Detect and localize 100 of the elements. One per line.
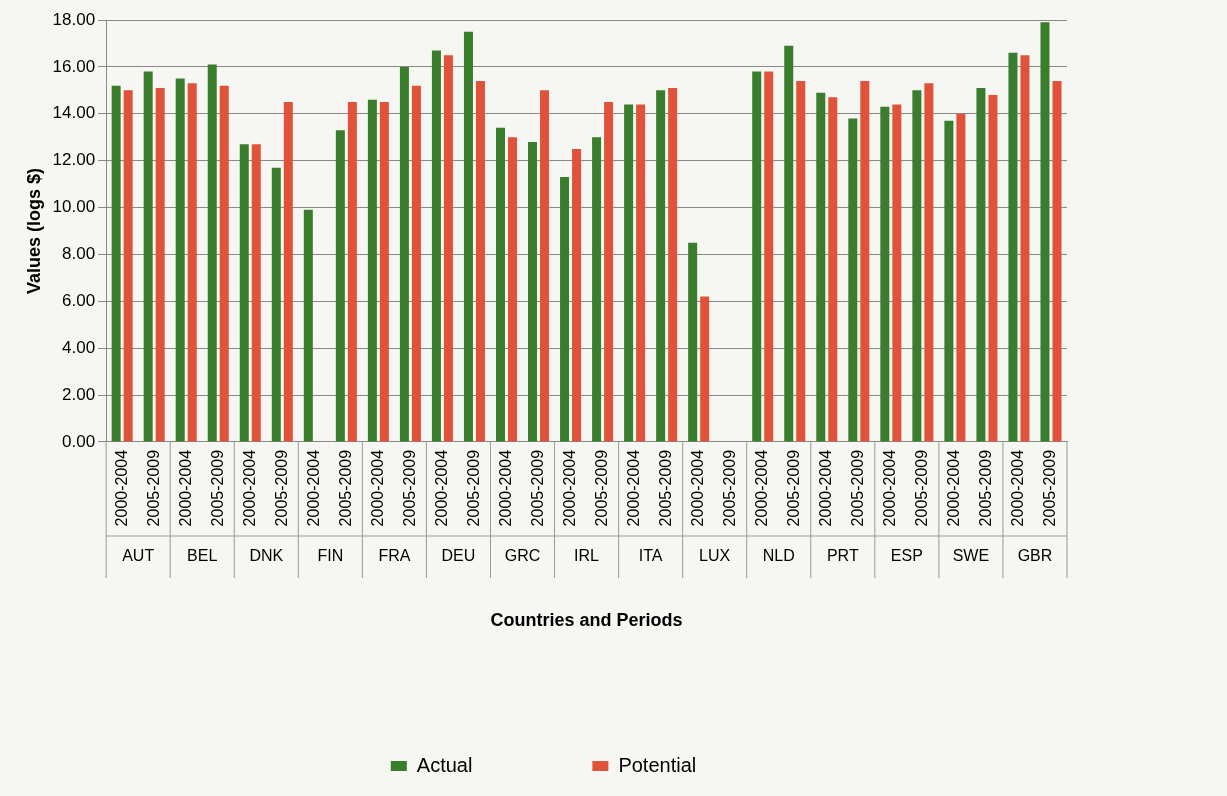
x-tick-label: 2005-2009 <box>272 449 290 527</box>
bar <box>796 80 806 442</box>
x-tick-label: 2000-2004 <box>368 449 386 527</box>
bar <box>239 144 249 442</box>
x-tick-label: 2000-2004 <box>560 449 578 527</box>
bar <box>624 104 634 442</box>
bar <box>187 83 197 442</box>
bar <box>988 95 998 442</box>
bar <box>1020 55 1030 442</box>
x-tick-label: 2000-2004 <box>689 449 707 527</box>
y-tick-label: 16.00 <box>52 56 96 76</box>
text: GRC <box>504 547 541 565</box>
bar <box>495 127 505 442</box>
x-tick-label: 2005-2009 <box>785 449 803 527</box>
bar <box>572 148 582 442</box>
bar <box>335 130 345 442</box>
text: DNK <box>249 547 284 565</box>
y-tick-label: 2.00 <box>62 384 96 404</box>
bar <box>123 90 133 442</box>
text: FRA <box>378 547 411 565</box>
text: LUX <box>699 547 731 565</box>
y-tick-label: 14.00 <box>52 103 96 123</box>
x-tick-label: 2000-2004 <box>881 449 899 527</box>
bar <box>700 296 710 442</box>
y-tick-label: 10.00 <box>52 197 96 217</box>
bar <box>688 242 698 442</box>
bar <box>560 177 570 442</box>
bar <box>219 85 229 442</box>
x-tick-label: 2005-2009 <box>592 449 610 527</box>
x-tick-label: 2005-2009 <box>657 449 675 527</box>
text: PRT <box>826 547 859 565</box>
x-tick-label: 2005-2009 <box>144 449 162 527</box>
x-tick-label: 2005-2009 <box>400 449 418 527</box>
bar <box>399 66 409 442</box>
bar <box>956 113 966 442</box>
bar <box>784 45 794 442</box>
bar <box>924 83 934 442</box>
bar <box>1040 22 1050 442</box>
text: IRL <box>574 547 600 565</box>
text: NLD <box>762 547 795 565</box>
y-tick-label: 4.00 <box>62 337 96 357</box>
bar <box>347 102 357 442</box>
x-tick-label: 2005-2009 <box>977 449 995 527</box>
text: FIN <box>317 547 344 565</box>
x-tick-label: 2000-2004 <box>625 449 643 527</box>
bar <box>475 80 485 442</box>
x-tick-label: 2000-2004 <box>945 449 963 527</box>
bar <box>111 85 121 442</box>
text: BEL <box>187 547 218 565</box>
bar <box>207 64 217 442</box>
y-tick-label: 8.00 <box>62 244 96 264</box>
x-tick-label: 2005-2009 <box>913 449 931 527</box>
legend-label: Actual <box>416 753 473 776</box>
bar <box>303 209 313 442</box>
x-tick-label: 2000-2004 <box>176 449 194 527</box>
x-tick-label: 2000-2004 <box>1009 449 1027 527</box>
bar <box>155 87 165 442</box>
bar <box>828 97 838 442</box>
bar <box>592 137 602 442</box>
text: AUT <box>122 547 155 565</box>
bar <box>976 87 986 442</box>
y-axis-title: Values (logs $) <box>23 167 44 294</box>
x-tick-label: 2005-2009 <box>721 449 739 527</box>
x-tick-label: 2000-2004 <box>240 449 258 527</box>
bar <box>656 90 666 442</box>
x-tick-label: 2005-2009 <box>849 449 867 527</box>
bar <box>668 87 678 442</box>
bar <box>379 102 389 442</box>
bar <box>860 80 870 442</box>
bar <box>880 106 890 442</box>
bar <box>912 90 922 442</box>
bar <box>283 102 293 442</box>
bar <box>1052 80 1062 442</box>
bar <box>752 71 762 442</box>
x-tick-label: 2005-2009 <box>528 449 546 527</box>
text: ITA <box>638 547 663 565</box>
text: SWE <box>952 547 990 565</box>
bar <box>251 144 261 442</box>
x-axis-title: Countries and Periods <box>490 610 683 631</box>
x-tick-label: 2000-2004 <box>817 449 835 527</box>
x-tick-label: 2000-2004 <box>432 449 450 527</box>
y-tick-label: 12.00 <box>52 150 96 170</box>
x-tick-label: 2000-2004 <box>496 449 514 527</box>
bar <box>892 104 902 442</box>
bar <box>604 102 614 442</box>
y-tick-label: 6.00 <box>62 290 96 310</box>
bar <box>271 167 281 442</box>
bar <box>540 90 550 442</box>
bar <box>944 120 954 442</box>
bar <box>143 71 153 442</box>
y-tick-label: 0.00 <box>62 431 96 451</box>
x-tick-label: 2005-2009 <box>336 449 354 527</box>
text: GBR <box>1017 547 1053 565</box>
bar <box>764 71 774 442</box>
bar <box>848 118 858 442</box>
bar <box>1008 52 1018 442</box>
x-tick-label: 2005-2009 <box>1041 449 1059 527</box>
x-tick-label: 2000-2004 <box>304 449 322 527</box>
bar <box>463 31 473 442</box>
x-tick-label: 2000-2004 <box>112 449 130 527</box>
